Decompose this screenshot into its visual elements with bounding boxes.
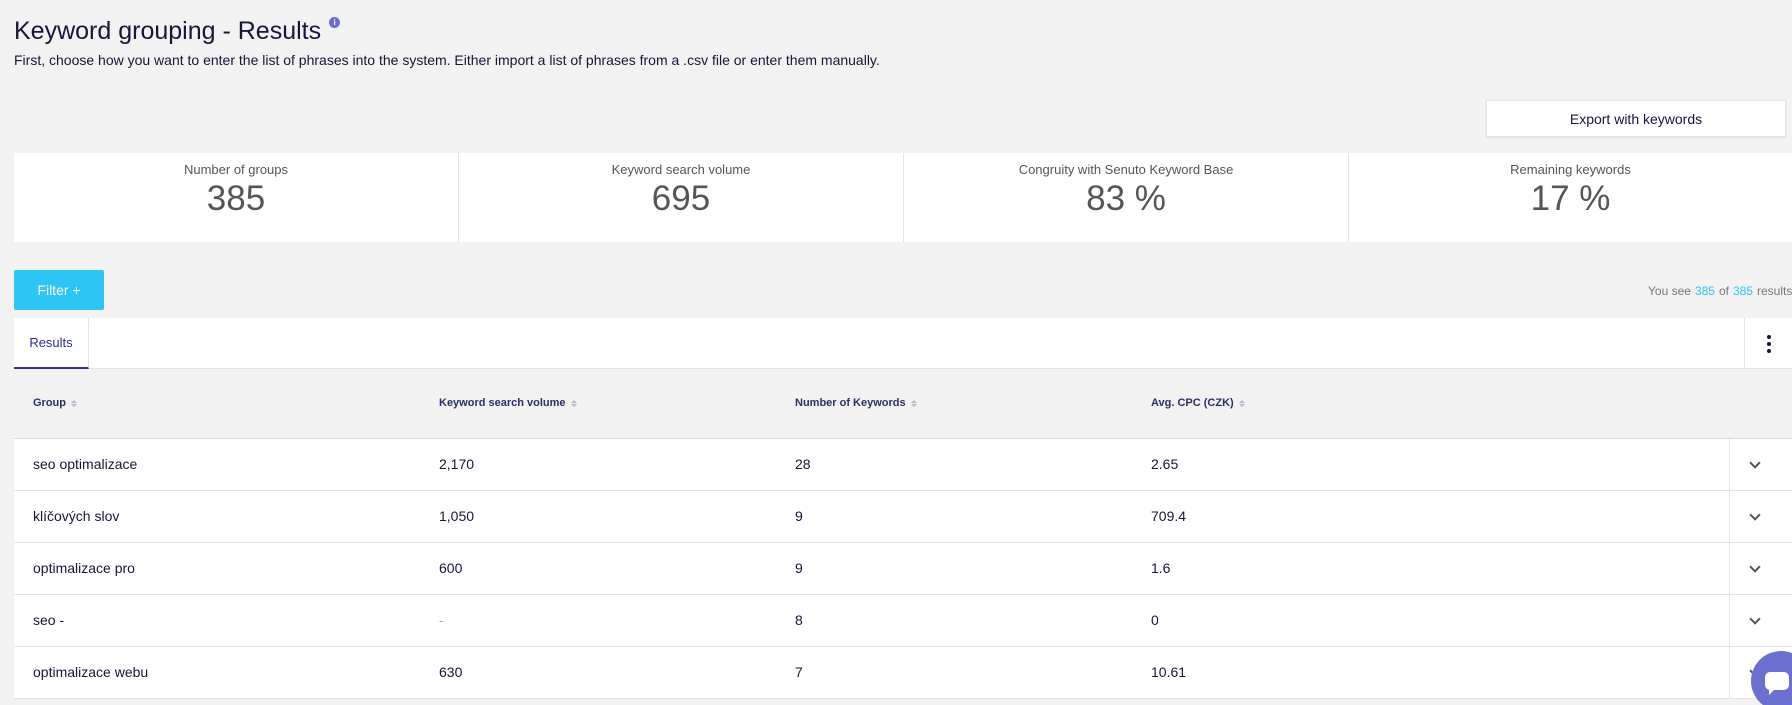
- expand-row-button[interactable]: [1729, 543, 1779, 595]
- stat-value: 695: [651, 179, 711, 218]
- stat-congruity: Congruity with Senuto Keyword Base 83 %: [904, 153, 1349, 242]
- results-shown: 385: [1694, 284, 1715, 298]
- more-options-icon[interactable]: [1744, 318, 1792, 369]
- table-row[interactable]: optimalizace pro 600 9 1.6: [14, 543, 1792, 595]
- cell-group: seo -: [33, 612, 65, 628]
- cell-keywords: 9: [795, 508, 803, 524]
- table-body: seo optimalizace 2,170 28 2.65 klíčových…: [14, 439, 1792, 699]
- page-title-text: Keyword grouping - Results: [14, 17, 322, 45]
- cell-group: optimalizace webu: [33, 664, 149, 680]
- cell-avg-cpc: 709.4: [1151, 508, 1187, 524]
- stat-number-of-groups: Number of groups 385: [14, 153, 459, 242]
- table-row[interactable]: seo optimalizace 2,170 28 2.65: [14, 439, 1792, 491]
- results-middle: of: [1718, 284, 1729, 298]
- cell-keywords: 7: [795, 664, 803, 680]
- results-suffix: results: [1757, 284, 1792, 298]
- info-icon[interactable]: i: [329, 17, 341, 28]
- column-header-avg-cpc[interactable]: Avg. CPC (CZK): [1151, 397, 1245, 409]
- cell-keywords: 8: [795, 612, 803, 628]
- tabs-bar: Results: [14, 318, 1792, 369]
- cell-avg-cpc: 0: [1151, 612, 1159, 628]
- chat-support-button[interactable]: [1751, 651, 1792, 705]
- stat-label: Remaining keywords: [1510, 162, 1631, 177]
- cell-search-volume: -: [439, 612, 444, 628]
- chevron-down-icon: [1748, 561, 1761, 573]
- stats-panel: Number of groups 385 Keyword search volu…: [14, 153, 1792, 242]
- table-header: Group Keyword search volume Number of Ke…: [14, 370, 1792, 439]
- expand-row-button[interactable]: [1729, 439, 1779, 491]
- results-prefix: You see: [1648, 284, 1691, 298]
- page-title: Keyword grouping - Results i: [14, 17, 341, 46]
- stat-value: 385: [206, 179, 266, 218]
- cell-avg-cpc: 2.65: [1151, 456, 1179, 472]
- stat-remaining-keywords: Remaining keywords 17 %: [1349, 153, 1792, 242]
- cell-keywords: 28: [795, 456, 811, 472]
- filter-button[interactable]: Filter +: [14, 270, 104, 310]
- cell-avg-cpc: 1.6: [1151, 560, 1171, 576]
- chat-icon: [1765, 672, 1789, 695]
- sort-icon: [71, 399, 77, 407]
- chevron-down-icon: [1748, 509, 1761, 521]
- table-row[interactable]: optimalizace webu 630 7 10.61: [14, 647, 1792, 699]
- results-total: 385: [1732, 284, 1754, 298]
- table-row[interactable]: seo - - 8 0: [14, 595, 1792, 647]
- expand-row-button[interactable]: [1729, 595, 1779, 647]
- column-header-group[interactable]: Group: [33, 397, 77, 409]
- stat-value: 83 %: [1086, 179, 1166, 218]
- stat-label: Congruity with Senuto Keyword Base: [1018, 162, 1234, 177]
- chevron-down-icon: [1748, 457, 1761, 469]
- cell-group: optimalizace pro: [33, 560, 135, 576]
- cell-group: seo optimalizace: [33, 456, 138, 472]
- sort-icon: [1238, 399, 1245, 407]
- stat-keyword-search-volume: Keyword search volume 695: [459, 153, 904, 242]
- results-count: You see 385 of 385 results: [1648, 284, 1792, 298]
- sort-icon: [910, 399, 917, 407]
- cell-search-volume: 2,170: [439, 456, 475, 472]
- export-with-keywords-button[interactable]: Export with keywords: [1486, 100, 1786, 137]
- stat-label: Keyword search volume: [611, 162, 751, 177]
- column-header-keyword-search-volume[interactable]: Keyword search volume: [439, 397, 577, 409]
- expand-row-button[interactable]: [1729, 647, 1779, 699]
- tab-results[interactable]: Results: [14, 318, 89, 369]
- expand-row-button[interactable]: [1729, 491, 1779, 543]
- cell-avg-cpc: 10.61: [1151, 664, 1187, 680]
- cell-search-volume: 1,050: [439, 508, 475, 524]
- stat-value: 17 %: [1530, 179, 1611, 218]
- chevron-down-icon: [1748, 613, 1761, 625]
- page-description: First, choose how you want to enter the …: [14, 52, 880, 68]
- cell-search-volume: 600: [439, 560, 463, 576]
- cell-group: klíčových slov: [33, 508, 120, 524]
- cell-keywords: 9: [795, 560, 803, 576]
- sort-icon: [570, 399, 577, 407]
- stat-label: Number of groups: [183, 162, 289, 177]
- table-row[interactable]: klíčových slov 1,050 9 709.4: [14, 491, 1792, 543]
- column-header-number-of-keywords[interactable]: Number of Keywords: [795, 397, 917, 409]
- cell-search-volume: 630: [439, 664, 463, 680]
